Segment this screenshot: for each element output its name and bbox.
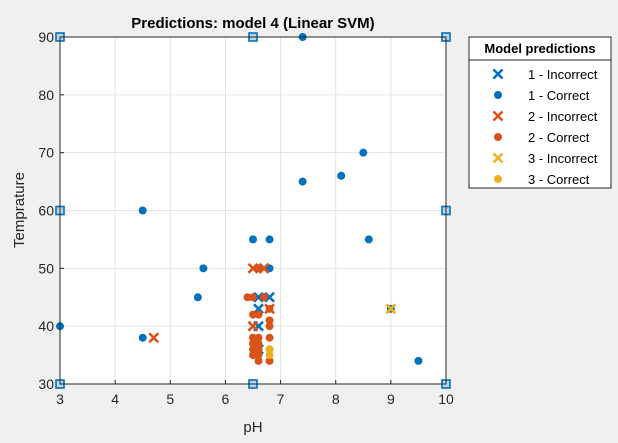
y-tick-label: 90	[38, 29, 54, 45]
y-axis-label: Temprature	[11, 172, 28, 248]
class-2-correct-point	[254, 351, 263, 360]
class-2-correct-point	[249, 345, 257, 354]
class-1-correct-point	[414, 356, 423, 365]
class-2-correct-point	[265, 322, 274, 331]
class-2-incorrect-point	[264, 303, 275, 315]
class-1-correct-point	[193, 293, 202, 302]
chart-title: Predictions: model 4 (Linear SVM)	[131, 15, 374, 32]
class-1-correct-point	[359, 148, 368, 157]
class-2-correct-point	[254, 310, 263, 319]
y-tick-label: 80	[38, 87, 54, 103]
legend-marker	[492, 152, 504, 164]
class-2-correct-point	[265, 316, 274, 325]
x-tick-label: 7	[277, 391, 285, 407]
x-tick-label: 10	[438, 391, 454, 407]
legend-entry-label: 3 - Correct	[528, 172, 590, 187]
plot-frame	[59, 36, 447, 385]
y-tick-label: 60	[38, 203, 54, 219]
x-tick-label: 3	[56, 391, 64, 407]
class-1-correct-point	[138, 206, 147, 215]
class-2-correct-point	[265, 333, 274, 342]
class-3-correct-point	[265, 345, 274, 354]
class-1-correct-point	[298, 177, 307, 186]
class-2-correct-point	[254, 345, 263, 354]
class-2-correct-point	[249, 310, 257, 319]
legend-entry-label: 1 - Correct	[528, 88, 590, 103]
class-2-correct-point	[265, 356, 274, 365]
legend-marker	[492, 110, 504, 122]
class-1-correct-point	[138, 333, 147, 342]
y-tick-label: 30	[38, 376, 54, 392]
x-tick-label: 9	[387, 391, 395, 407]
class-2-incorrect-point	[247, 320, 259, 332]
y-tick-label: 70	[38, 145, 54, 161]
class-2-incorrect-point	[247, 262, 259, 274]
class-1-correct-point	[265, 235, 274, 244]
class-2-correct-point	[254, 356, 263, 365]
class-2-incorrect-point	[258, 262, 270, 274]
class-2-correct-point	[260, 293, 269, 302]
x-tick-label: 8	[332, 391, 340, 407]
class-3-incorrect-point	[385, 303, 397, 315]
x-axis-label: pH	[243, 419, 262, 436]
class-1-correct-point	[337, 171, 346, 180]
legend-marker	[494, 133, 502, 141]
legend-entry-label: 3 - Incorrect	[528, 151, 598, 166]
class-1-correct-point	[199, 264, 208, 273]
y-tick-label: 50	[38, 260, 54, 276]
x-tick-label: 4	[111, 391, 119, 407]
class-2-correct-point	[249, 339, 257, 348]
legend[interactable]: Model predictions 1 - Incorrect 1 - Corre…	[468, 36, 612, 189]
class-2-correct-point	[249, 333, 257, 342]
legend-marker	[492, 68, 504, 80]
class-3-correct-point	[265, 351, 274, 360]
class-2-incorrect-point	[148, 332, 160, 344]
legend-title: Model predictions	[484, 41, 595, 56]
class-2-correct-point	[249, 351, 257, 360]
legend-entries: 1 - Incorrect 1 - Correct 2 - Incorrect 2 -…	[492, 67, 598, 187]
class-2-correct-point	[254, 333, 263, 342]
legend-marker	[494, 91, 502, 99]
legend-marker	[494, 175, 502, 183]
class-1-correct-point	[249, 235, 257, 244]
tick-layer: 3 4 5 6 7 8 9 10 30 40 50 60 70 80 90	[38, 29, 454, 407]
y-tick-label: 40	[38, 318, 54, 334]
class-2-correct-point	[249, 293, 257, 302]
class-2-correct-point	[254, 339, 263, 348]
legend-entry-label: 2 - Incorrect	[528, 109, 598, 124]
legend-entry-label: 2 - Correct	[528, 130, 590, 145]
class-1-correct-point	[364, 235, 373, 244]
x-tick-label: 6	[222, 391, 230, 407]
class-2-correct-point	[243, 293, 252, 302]
legend-entry-label: 1 - Incorrect	[528, 67, 598, 82]
x-tick-label: 5	[166, 391, 174, 407]
